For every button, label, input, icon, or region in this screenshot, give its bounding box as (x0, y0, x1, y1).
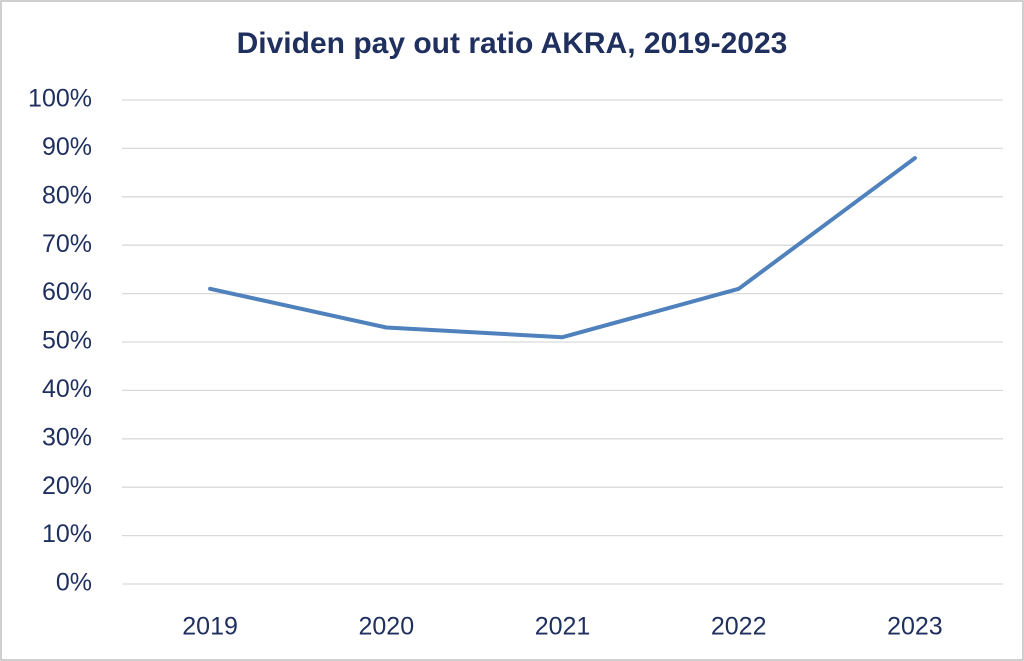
x-tick-label: 2023 (887, 613, 943, 641)
chart-title: Dividen pay out ratio AKRA, 2019-2023 (237, 27, 788, 60)
data-line (208, 156, 917, 340)
y-tick-label: 50% (42, 327, 92, 355)
y-tick-label: 30% (42, 423, 92, 451)
y-tick-label: 20% (42, 472, 92, 500)
x-tick-label: 2020 (358, 613, 414, 641)
y-tick-label: 10% (42, 520, 92, 548)
y-tick-label: 100% (28, 85, 92, 113)
y-tick-label: 60% (42, 278, 92, 306)
x-tick-label: 2021 (535, 613, 591, 641)
y-tick-label: 40% (42, 375, 92, 403)
y-tick-label: 80% (42, 181, 92, 209)
y-tick-label: 70% (42, 230, 92, 258)
y-tick-label: 90% (42, 133, 92, 161)
x-tick-label: 2019 (182, 613, 238, 641)
x-tick-label: 2022 (711, 613, 767, 641)
y-tick-label: 0% (56, 569, 92, 597)
